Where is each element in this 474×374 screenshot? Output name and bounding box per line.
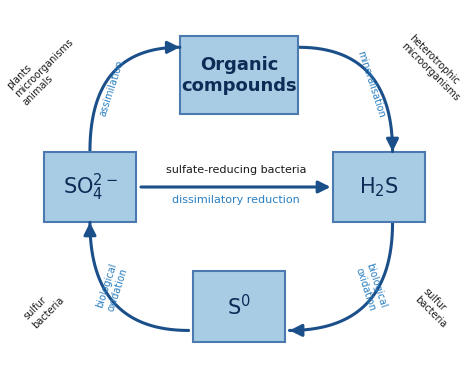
FancyBboxPatch shape (180, 36, 298, 114)
Text: sulfur
bacteria: sulfur bacteria (412, 286, 456, 330)
Text: biological
oxidation: biological oxidation (94, 262, 129, 313)
Text: sulfate-reducing bacteria: sulfate-reducing bacteria (166, 165, 306, 175)
FancyBboxPatch shape (193, 271, 285, 341)
Text: biological
oxidation: biological oxidation (353, 262, 388, 313)
FancyBboxPatch shape (333, 151, 426, 223)
Text: assimilation: assimilation (98, 59, 126, 118)
Text: sulfur
bacteria: sulfur bacteria (22, 286, 66, 330)
Text: dissimilatory reduction: dissimilatory reduction (172, 195, 300, 205)
Text: plants
microorganisms
animals: plants microorganisms animals (5, 28, 83, 107)
Text: mineralisation: mineralisation (355, 50, 386, 119)
Text: S$^0$: S$^0$ (227, 294, 251, 319)
FancyBboxPatch shape (44, 151, 136, 223)
Text: Organic
compounds: Organic compounds (181, 56, 297, 95)
Text: H$_2$S: H$_2$S (359, 175, 400, 199)
Text: heterotrophic
microorganisms: heterotrophic microorganisms (399, 33, 469, 103)
Text: SO$_4^{2-}$: SO$_4^{2-}$ (63, 171, 118, 203)
